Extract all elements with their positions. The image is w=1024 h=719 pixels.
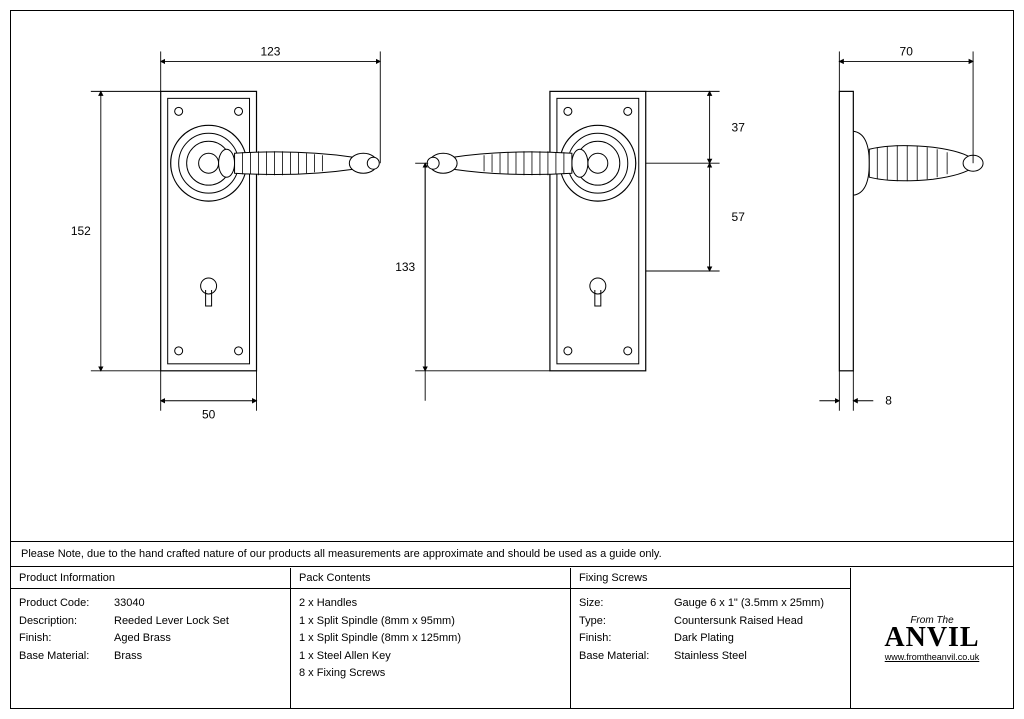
dim-8: 8 [885,394,892,408]
screws-type: Countersunk Raised Head [674,613,842,631]
note-bar: Please Note, due to the hand crafted nat… [11,541,1013,567]
drawing-svg: 152 123 50 [11,11,1013,541]
screws-base: Stainless Steel [674,648,842,666]
product-finish: Aged Brass [114,630,282,648]
product-desc: Reeded Lever Lock Set [114,613,282,631]
product-code-label: Product Code: [19,595,114,613]
screws-size: Gauge 6 x 1" (3.5mm x 25mm) [674,595,842,613]
logo-main: ANVIL [884,622,979,654]
screws-header: Fixing Screws [571,568,850,589]
screws-base-label: Base Material: [579,648,674,666]
dim-50: 50 [202,408,216,422]
dim-123: 123 [260,44,280,58]
screws-finish: Dark Plating [674,630,842,648]
pack-line: 2 x Handles [299,595,562,613]
fixing-screws-col: Fixing Screws Size:Gauge 6 x 1" (3.5mm x… [571,568,851,708]
pack-line: 8 x Fixing Screws [299,665,562,683]
product-base: Brass [114,648,282,666]
pack-line: 1 x Steel Allen Key [299,648,562,666]
product-info-col: Product Information Product Code:33040 D… [11,568,291,708]
product-header: Product Information [11,568,290,589]
technical-drawing: 152 123 50 [11,11,1013,541]
pack-line: 1 x Split Spindle (8mm x 95mm) [299,613,562,631]
logo-col: From The ANVIL www.fromtheanvil.co.uk [851,568,1013,708]
product-base-label: Base Material: [19,648,114,666]
dim-133: 133 [395,260,415,274]
screws-size-label: Size: [579,595,674,613]
pack-contents-col: Pack Contents 2 x Handles 1 x Split Spin… [291,568,571,708]
dim-152: 152 [71,224,91,238]
pack-line: 1 x Split Spindle (8mm x 125mm) [299,630,562,648]
product-desc-label: Description: [19,613,114,631]
dim-70: 70 [900,44,914,58]
screws-type-label: Type: [579,613,674,631]
product-finish-label: Finish: [19,630,114,648]
dim-37: 37 [732,120,746,134]
dim-57: 57 [732,210,746,224]
screws-finish-label: Finish: [579,630,674,648]
logo-url: www.fromtheanvil.co.uk [885,652,980,662]
pack-header: Pack Contents [291,568,570,589]
info-table: Product Information Product Code:33040 D… [11,568,1013,708]
outer-frame: 152 123 50 [10,10,1014,709]
note-text: Please Note, due to the hand crafted nat… [21,548,662,560]
product-code: 33040 [114,595,282,613]
